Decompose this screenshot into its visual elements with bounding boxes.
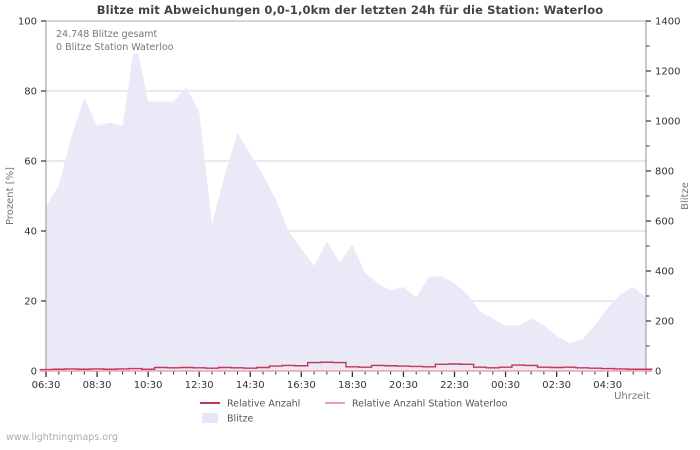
legend-item: Relative Anzahl — [200, 399, 300, 410]
annotation-line: 24.748 Blitze gesamt — [56, 29, 158, 40]
legend-item: Blitze — [202, 413, 254, 425]
y-axis-left-tick-label: 100 — [18, 17, 37, 28]
x-axis-ticks: 06:30 08:30 10:30 12:30 14:30 16:30 18:30 20:30… — [32, 371, 647, 391]
legend-item: Relative Anzahl Station Waterloo — [325, 399, 508, 410]
x-axis-tick-label: 14:30 — [236, 380, 265, 391]
y-axis-left-ticks: 0 20 40 60 80 100 — [18, 17, 46, 378]
x-axis-tick-label: 04:30 — [593, 380, 622, 391]
chart-title: Blitze mit Abweichungen 0,0-1,0km der le… — [96, 3, 604, 17]
legend-label: Blitze — [227, 414, 254, 425]
y-axis-right-tick-label: 1200 — [655, 67, 680, 78]
y-axis-left-tick-label: 0 — [31, 367, 37, 378]
area-series-blitze — [46, 38, 646, 371]
x-axis-tick-label: 08:30 — [83, 380, 112, 391]
line-relative-anzahl — [39, 361, 653, 371]
y-axis-left-title: Prozent [%] — [5, 167, 16, 225]
axis-titles: Prozent [%] Blitze Uhrzeit — [5, 167, 691, 402]
footer-credit: www.lightningmaps.org — [6, 432, 118, 443]
x-axis-tick-label: 22:30 — [440, 380, 469, 391]
y-axis-left-tick-label: 60 — [24, 157, 37, 168]
y-axis-right-tick-label: 1400 — [655, 17, 680, 28]
y-axis-right-tick-label: 400 — [655, 267, 674, 278]
x-axis-tick-label: 16:30 — [287, 380, 316, 391]
y-axis-right-tick-label: 0 — [655, 367, 661, 378]
y-axis-right-title: Blitze — [680, 182, 691, 210]
annotation-box: 24.748 Blitze gesamt 0 Blitze Station Wat… — [49, 24, 321, 54]
y-axis-right-tick-label: 800 — [655, 167, 674, 178]
chart-legend: Relative Anzahl Relative Anzahl Station W… — [200, 399, 508, 425]
y-axis-left-tick-label: 40 — [24, 227, 37, 238]
x-axis-tick-label: 20:30 — [389, 380, 418, 391]
y-axis-right-tick-label: 1000 — [655, 117, 680, 128]
x-axis-tick-label: 02:30 — [542, 380, 571, 391]
annotation-line: 0 Blitze Station Waterloo — [56, 42, 174, 53]
x-axis-tick-label: 00:30 — [491, 380, 520, 391]
y-axis-right-tick-label: 600 — [655, 217, 674, 228]
x-axis-tick-label: 12:30 — [185, 380, 214, 391]
x-axis-title: Uhrzeit — [614, 391, 650, 402]
y-axis-left-tick-label: 80 — [24, 87, 37, 98]
y-axis-right-tick-label: 200 — [655, 317, 674, 328]
y-axis-left-tick-label: 20 — [24, 297, 37, 308]
legend-label: Relative Anzahl — [227, 399, 300, 410]
x-axis-tick-label: 18:30 — [338, 380, 367, 391]
x-axis-tick-label: 06:30 — [32, 380, 61, 391]
legend-label: Relative Anzahl Station Waterloo — [352, 399, 508, 410]
x-axis-tick-label: 10:30 — [134, 380, 163, 391]
line-series-group — [39, 361, 653, 372]
y-axis-right-ticks: 0 200 400 600 800 1000 1200 1400 — [646, 17, 680, 378]
